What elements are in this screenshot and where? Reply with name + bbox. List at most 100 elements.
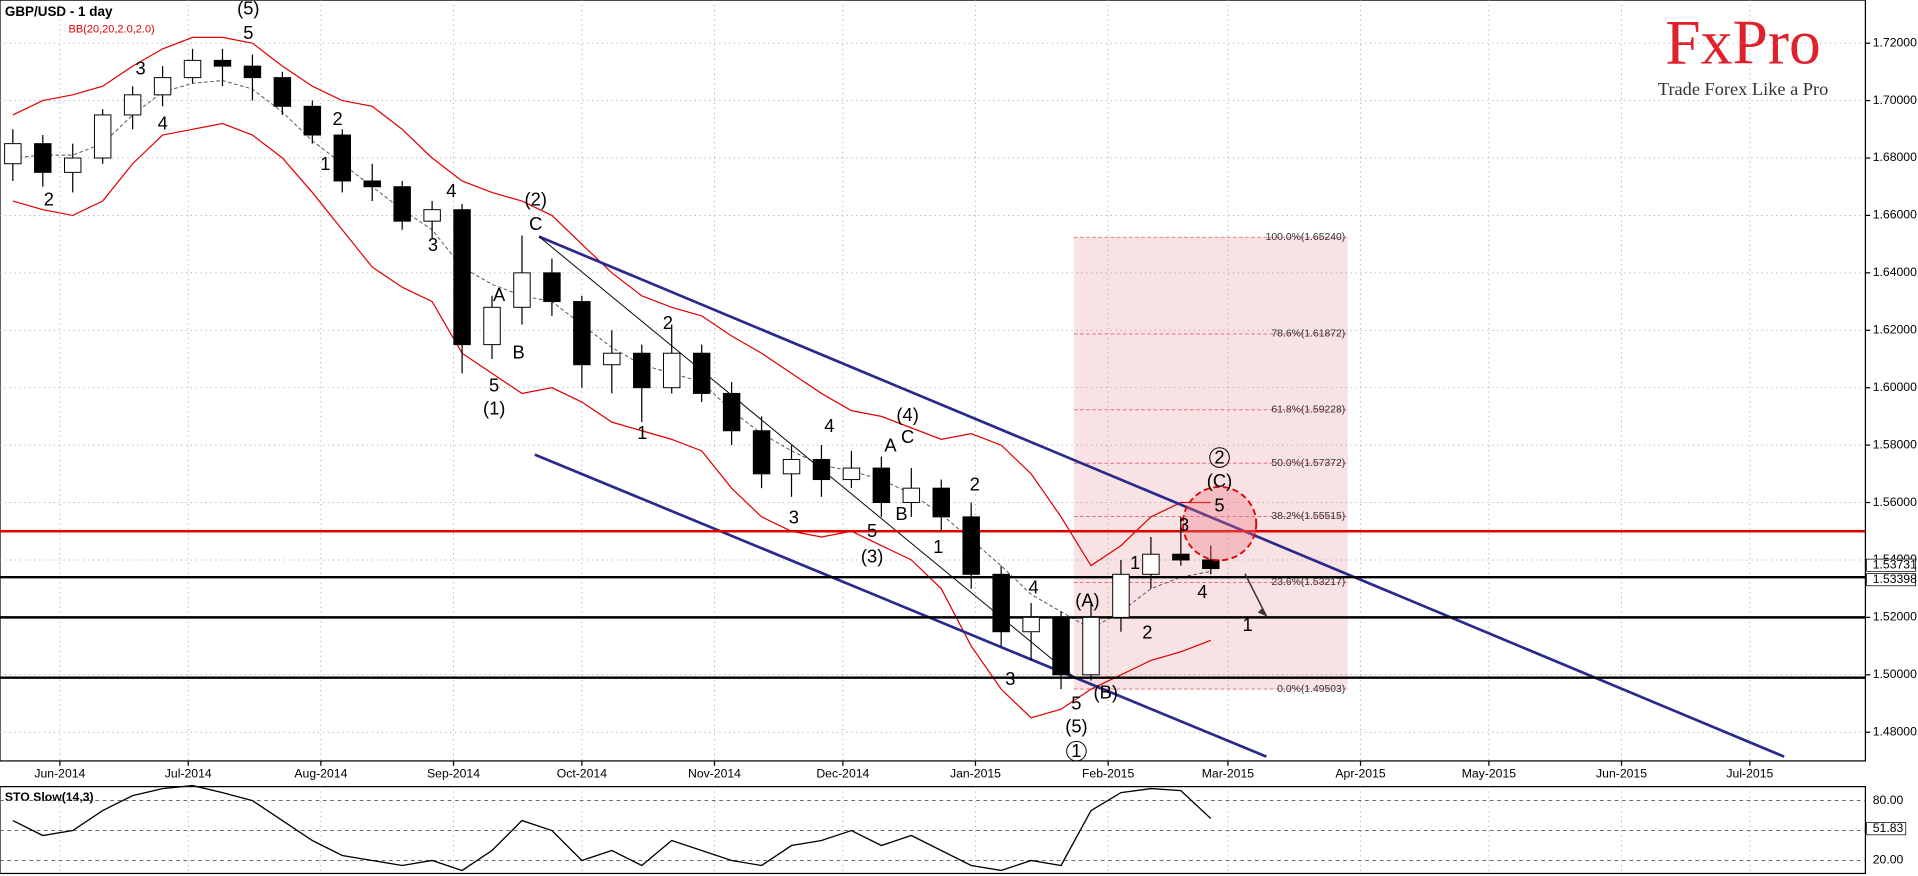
x-tick-label: Nov-2014 [688,767,741,781]
x-tick-label: Oct-2014 [557,767,607,781]
candle-body [303,105,322,136]
stoch-marker-box [1866,822,1907,836]
highlight-circle [1181,486,1258,562]
y-tick-label: 1.52000 [1873,610,1917,624]
stoch-tick-label: 20.00 [1873,853,1904,867]
candle-body [213,59,232,67]
candle-body [393,186,411,222]
candle-body [543,272,561,303]
chart-title: GBP/USD - 1 day [5,4,113,19]
x-tick-label: Feb-2015 [1082,767,1135,781]
candle-body [752,430,771,475]
price-panel [0,0,1867,762]
y-tick-label: 1.64000 [1873,265,1917,279]
wave-circle [1066,740,1087,762]
candle-body [812,458,831,481]
trendline [534,453,1267,758]
candle-body [603,352,621,366]
candle-body [1082,616,1100,676]
y-tick-label: 1.60000 [1873,380,1917,394]
wave-label: 1 [1071,740,1081,761]
candle-body [4,143,22,165]
wave-label: 5 [489,374,499,395]
candle-body [872,467,891,504]
x-tick-label: May-2015 [1462,767,1517,781]
wave-label: 2 [663,312,673,333]
wave-label: B [513,341,525,362]
y-tick-label: 1.62000 [1873,322,1917,336]
candle-body [992,573,1010,633]
candle-body [722,392,741,432]
wave-label: 5 [1214,494,1224,515]
indicator-label: BB(20,20,2.0,2.0) [69,23,155,35]
y-tick-label: 1.70000 [1873,93,1917,107]
arrow-head [1257,607,1267,617]
y-tick-label: 1.66000 [1873,208,1917,222]
wave-label: (5) [237,0,259,19]
x-tick-label: Jun-2015 [1596,767,1647,781]
wave-label: (A) [1075,590,1099,611]
stoch-tick-label: 80.00 [1873,793,1904,807]
wave-label: 4 [824,415,834,436]
wave-label: 5 [1071,693,1081,714]
wave-label: (2) [525,189,547,210]
wave-label: 2 [44,189,54,210]
candle-body [123,94,142,116]
logo-tagline: Trade Forex Like a Pro [1658,79,1828,99]
candle-body [932,487,950,518]
wave-label: 1 [1130,552,1140,573]
price-marker-box [1866,573,1916,587]
fib-label: 23.6%(1.53217) [1271,577,1345,588]
fib-label: 50.0%(1.57372) [1271,458,1345,469]
candle-body [273,77,292,107]
stochastic-panel [0,786,1867,875]
candle-body [1022,616,1040,633]
wave-label: 2 [970,474,980,495]
candle-body [333,134,352,182]
wave-label: 3 [1005,668,1015,689]
trendline [538,235,1785,758]
candle-body [34,143,52,173]
x-tick-label: Mar-2015 [1202,767,1254,781]
wave-label: 1 [933,536,943,557]
wave-label: 1 [1243,614,1253,635]
x-tick-label: Jun-2014 [34,767,85,781]
wave-label: 3 [1179,514,1189,535]
fib-label: 61.8%(1.59228) [1271,405,1345,416]
price-marker-box [1866,558,1916,572]
y-tick-label: 1.56000 [1873,495,1917,509]
wave-label: (C) [1207,470,1232,491]
stochastic-label: STO Slow(14,3) [5,790,94,804]
wave-label: 2 [1142,622,1152,643]
fib-label: 100.0%(1.65240) [1266,232,1346,243]
x-tick-label: Jul-2015 [1726,767,1773,781]
x-tick-label: Apr-2015 [1335,767,1385,781]
candle-body [902,487,921,504]
wave-label: 4 [1029,576,1039,597]
wave-label: 3 [428,234,438,255]
candle-body [64,157,82,173]
fib-label: 78.6%(1.61872) [1271,329,1345,340]
wave-label: (5) [1065,716,1087,737]
x-tick-label: Aug-2014 [294,767,347,781]
wave-label: 3 [789,507,799,528]
wave-label: (1) [483,398,505,419]
wave-label: A [493,284,506,305]
candle-body [633,352,651,389]
wave-label: B [895,503,907,524]
wave-label: 4 [446,180,456,201]
candle-body [1142,553,1160,575]
wave-circle [1209,447,1230,468]
candle-body [662,352,681,389]
candle-body [1172,553,1190,561]
candle-body [153,77,172,96]
y-tick-label: 1.72000 [1873,35,1917,49]
wave-label: 4 [158,113,168,134]
price-marker-label: 1.53398 [1873,572,1917,586]
candle-body [243,65,262,79]
wave-label: 2 [333,108,343,129]
wave-label: C [529,213,542,234]
fib-label: 0.0%(1.49503) [1277,684,1345,695]
